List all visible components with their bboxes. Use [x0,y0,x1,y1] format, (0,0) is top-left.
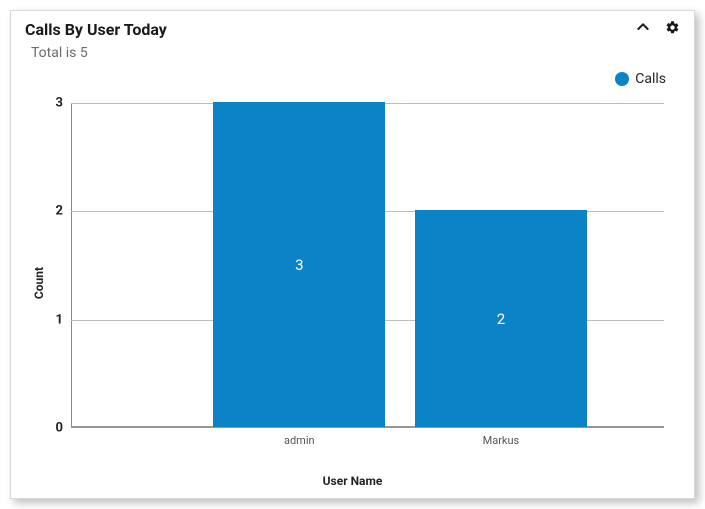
plot-area: 01233admin2Markus [71,103,664,428]
y-tick-label: 1 [56,312,71,327]
bar-value-label: 2 [497,310,505,328]
panel-title: Calls By User Today [25,20,167,39]
gear-icon[interactable] [665,20,680,39]
bar[interactable]: 3 [213,102,385,427]
chevron-up-icon[interactable] [635,19,651,39]
panel-header: Calls By User Today [11,11,694,43]
legend-dot [615,72,629,86]
chart-panel: Calls By User Today Total is 5 Calls Cou… [10,10,695,499]
bar[interactable]: 2 [415,210,587,427]
x-tick-label: Markus [483,428,520,447]
y-tick-label: 3 [56,96,71,111]
chart-area: Calls Count 0 1 2 3 3 admin 2 Markus User Name [11,67,694,498]
panel-controls [635,19,680,39]
x-tick-label: admin [284,428,315,447]
x-axis-title: User Name [323,474,383,488]
legend-label: Calls [635,71,666,87]
bar-value-label: 3 [295,256,303,274]
y-tick-label: 0 [56,421,71,436]
y-axis [71,103,72,428]
y-tick-label: 2 [56,204,71,219]
panel-subtitle: Total is 5 [11,43,694,67]
legend: Calls [615,71,666,87]
y-axis-title: Count [32,266,46,298]
